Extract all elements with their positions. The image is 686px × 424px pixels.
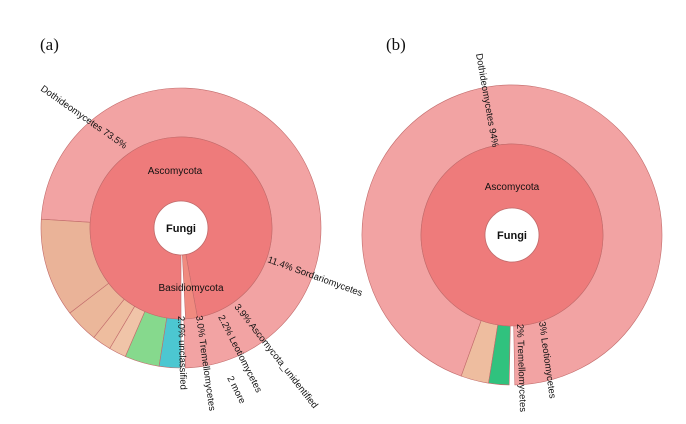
outer-label-2-0-unclassified: 2.0% unclassified (175, 316, 189, 390)
inner-label-ascomycota: Ascomycota (485, 182, 540, 193)
center-label: Fungi (166, 223, 196, 235)
outer-label-2-more: 2 more (224, 374, 247, 405)
panel-label: (b) (386, 35, 406, 54)
inner-label-basidiomycota: Basidiomycota (158, 283, 223, 294)
panel-label: (a) (40, 35, 59, 54)
inner-label-ascomycota: Ascomycota (148, 166, 203, 177)
center-hole[interactable] (484, 207, 540, 263)
krona-panel-a: (a)FungiAscomycotaBasidiomycotaDothideom… (38, 35, 364, 412)
outer-label-2-tremellomycetes: 2% Tremellomycetes (514, 324, 528, 413)
center-hole[interactable] (153, 200, 209, 256)
center-label: Fungi (497, 230, 527, 242)
